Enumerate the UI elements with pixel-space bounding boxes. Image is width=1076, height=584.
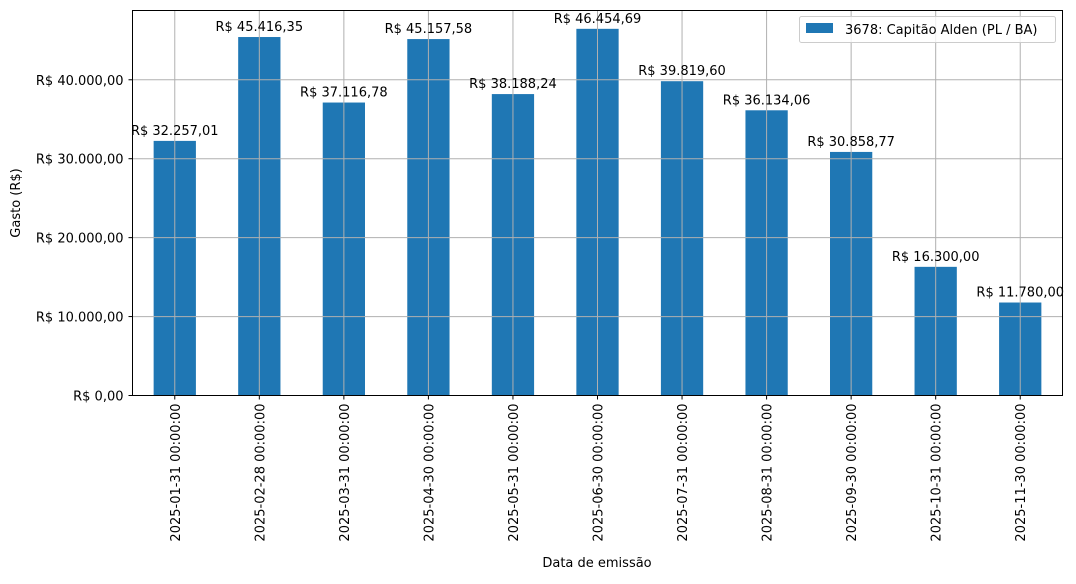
data-label: R$ 45.416,35 (216, 20, 304, 35)
data-label: R$ 32.257,01 (131, 124, 219, 139)
x-tick-label: 2025-11-30 00:00:00 (1014, 404, 1029, 542)
data-label: R$ 39.819,60 (638, 64, 726, 79)
x-tick-label: 2025-07-31 00:00:00 (676, 404, 691, 542)
y-tick-label: R$ 30.000,00 (36, 153, 124, 168)
x-tick-label: 2025-08-31 00:00:00 (761, 404, 776, 542)
x-tick-label: 2025-09-30 00:00:00 (845, 404, 860, 542)
legend-label: 3678: Capitão Alden (PL / BA) (845, 23, 1037, 38)
y-axis-label: Gasto (R$) (9, 168, 24, 237)
x-tick-label: 2025-04-30 00:00:00 (422, 404, 437, 542)
plot-frame (132, 10, 1063, 396)
data-label: R$ 37.116,78 (300, 86, 388, 101)
x-tick-label: 2025-03-31 00:00:00 (338, 404, 353, 542)
y-tick-label: R$ 20.000,00 (36, 232, 124, 247)
data-label: R$ 46.454,69 (554, 12, 642, 27)
x-tick-label: 2025-10-31 00:00:00 (930, 404, 945, 542)
x-tick-label: 2025-05-31 00:00:00 (507, 404, 522, 542)
x-tick-label: 2025-06-30 00:00:00 (592, 404, 607, 542)
data-label: R$ 45.157,58 (385, 22, 473, 37)
x-tick-label: 2025-01-31 00:00:00 (169, 404, 184, 542)
data-label: R$ 11.780,00 (976, 286, 1064, 301)
legend-box (799, 16, 1056, 43)
x-axis-label: Data de emissão (542, 556, 651, 571)
y-tick-label: R$ 40.000,00 (36, 74, 124, 89)
data-label: R$ 16.300,00 (892, 250, 980, 265)
data-label: R$ 30.858,77 (807, 135, 895, 150)
y-tick-label: R$ 10.000,00 (36, 311, 124, 326)
data-label: R$ 36.134,06 (723, 93, 811, 108)
data-label: R$ 38.188,24 (469, 77, 557, 92)
legend-swatch (806, 23, 833, 33)
y-tick-label: R$ 0,00 (73, 390, 123, 405)
x-tick-label: 2025-02-28 00:00:00 (253, 404, 268, 542)
legend: 3678: Capitão Alden (PL / BA) (799, 16, 1056, 43)
